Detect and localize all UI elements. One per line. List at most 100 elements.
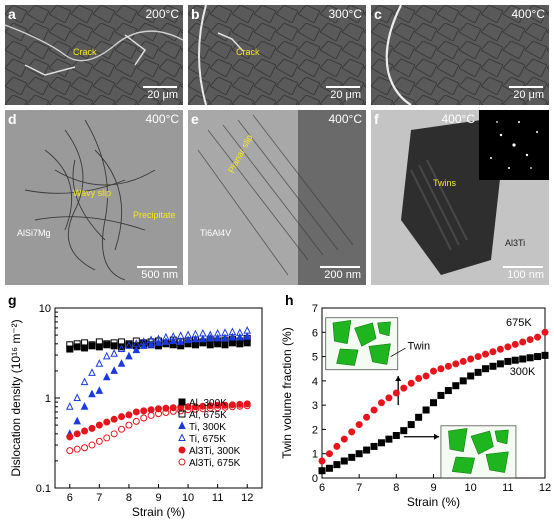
data-point [118, 343, 126, 351]
data-point [541, 351, 549, 359]
data-point [118, 413, 126, 421]
x-tick-label: 12 [241, 492, 253, 504]
annotation-twin: Twin [407, 340, 430, 352]
annotation-wavy-slip: Wavy slip [73, 188, 112, 198]
data-point [370, 442, 378, 450]
data-point [95, 338, 103, 346]
panel-a: a 200°C Crack 20 μm [5, 5, 183, 105]
panel-label: c [374, 6, 382, 22]
data-point [325, 464, 333, 472]
y-tick-label: 1 [312, 449, 318, 461]
twin-region [377, 321, 391, 337]
data-point [184, 335, 192, 344]
data-point [103, 340, 111, 348]
arrow-right-head [434, 433, 440, 440]
x-axis-label: Strain (%) [132, 505, 185, 519]
data-point [243, 326, 252, 334]
y-tick-label: 0 [312, 473, 318, 485]
data-point [95, 421, 103, 429]
data-point [437, 391, 445, 399]
data-point [325, 450, 333, 458]
legend-entry: Al3Ti, 300K [189, 446, 241, 457]
tem-image-e [188, 110, 366, 285]
data-point [526, 336, 534, 344]
data-point [154, 338, 163, 346]
data-point [132, 345, 141, 354]
y-tick-label: 6 [312, 327, 318, 339]
data-point [236, 328, 244, 336]
panel-label: f [374, 111, 379, 127]
x-tick-label: 11 [212, 492, 223, 504]
y-tick-label: 3 [312, 400, 318, 412]
temperature-label: 400°C [441, 112, 476, 126]
inset-675k [325, 317, 399, 371]
data-point [474, 368, 482, 376]
data-point [88, 389, 96, 398]
data-point [66, 345, 74, 353]
annotation-crack: Crack [73, 47, 97, 57]
data-point [132, 337, 140, 345]
data-point [169, 407, 177, 415]
data-point [363, 446, 371, 454]
series-1 [318, 351, 549, 475]
data-point [430, 367, 437, 375]
x-tick-label: 6 [319, 482, 325, 494]
x-tick-label: 9 [155, 492, 161, 504]
data-point [147, 411, 155, 419]
data-point [430, 399, 437, 407]
scale-bar [326, 86, 360, 88]
temperature-label: 400°C [145, 112, 180, 126]
data-point [110, 366, 118, 374]
data-point [125, 341, 133, 349]
twin-region [448, 428, 468, 453]
data-point [221, 401, 229, 409]
data-point [132, 417, 140, 425]
data-point [236, 332, 244, 341]
data-point [139, 337, 148, 345]
data-point [355, 450, 363, 458]
data-point [437, 365, 445, 373]
data-point [206, 404, 214, 412]
data-point [95, 437, 103, 445]
data-point [184, 406, 192, 414]
sem-image-a [5, 5, 183, 105]
panel-f: f 400°C Twins Al3Ti 100 nm [371, 110, 549, 285]
temperature-label: 400°C [511, 7, 546, 21]
data-point [132, 339, 141, 347]
data-point [214, 404, 222, 412]
data-point [489, 348, 497, 356]
data-point [243, 400, 251, 408]
data-point [65, 402, 74, 410]
data-point [81, 339, 89, 347]
data-point [95, 359, 104, 367]
data-point [140, 414, 148, 422]
data-point [400, 384, 408, 392]
data-point [474, 353, 482, 361]
data-point [66, 433, 74, 441]
data-point [162, 409, 170, 417]
data-point [452, 360, 460, 368]
data-point [154, 334, 163, 343]
data-point [340, 435, 348, 443]
x-tick-label: 11 [502, 482, 513, 494]
twin-region [494, 429, 509, 445]
annotation-675k: 675K [506, 317, 532, 329]
scale-bar [143, 86, 177, 88]
scale-bar [503, 266, 543, 268]
data-point [526, 354, 534, 362]
twin-pointer [390, 347, 406, 357]
data-point [415, 413, 423, 421]
data-point [340, 457, 348, 465]
y-tick-label: 1 [45, 393, 51, 405]
data-point [534, 333, 542, 341]
data-point [88, 441, 96, 449]
data-point [482, 350, 490, 358]
data-point [496, 360, 504, 368]
panel-b: b 300°C Crack 20 μm [188, 5, 366, 105]
panel-e: e 400°C Planar slip Ti6Al4V 200 nm [188, 110, 366, 285]
scale-bar [137, 266, 177, 268]
data-point [125, 340, 133, 348]
data-point [243, 339, 251, 347]
data-point [103, 434, 111, 442]
